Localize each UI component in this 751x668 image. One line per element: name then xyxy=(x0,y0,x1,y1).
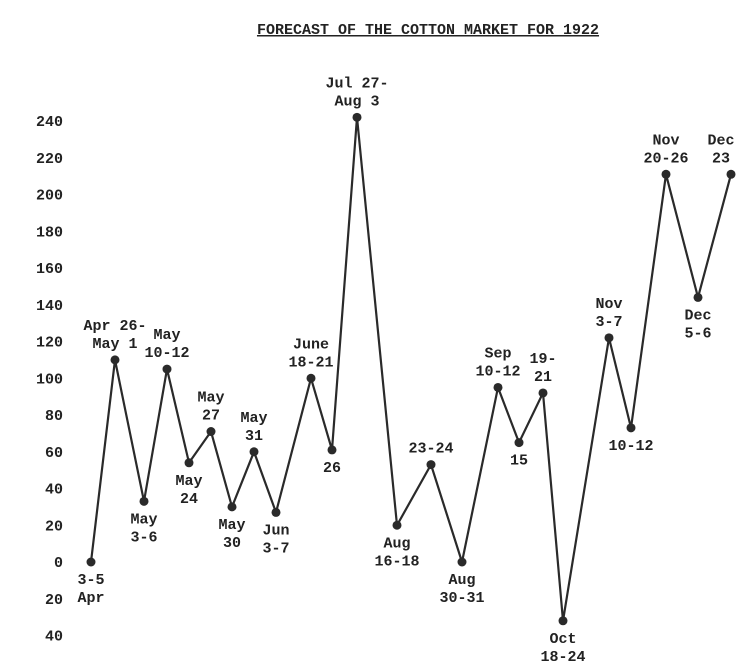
point xyxy=(352,112,362,122)
point-label: May 24 xyxy=(175,473,202,508)
line xyxy=(89,117,733,621)
point-label: Apr 26-May 1 xyxy=(83,318,146,353)
point xyxy=(726,169,736,179)
point xyxy=(306,373,316,383)
point-label: Nov 3-7 xyxy=(595,296,622,331)
point xyxy=(327,445,337,455)
point xyxy=(139,496,149,506)
point-label: May 27 xyxy=(197,390,224,425)
point xyxy=(86,557,96,567)
y-tick-label: 160 xyxy=(36,261,63,278)
y-tick-label: 180 xyxy=(36,224,63,241)
point-label: Jul 27-Aug 3 xyxy=(325,75,388,110)
point-label: Oct 18-24 xyxy=(540,631,585,666)
y-tick-label: 20 xyxy=(45,518,63,535)
point-label: Sep 10-12 xyxy=(475,345,520,380)
point xyxy=(271,507,281,517)
y-tick-label: 240 xyxy=(36,114,63,131)
point-label: 3-5 Apr xyxy=(77,572,104,607)
point xyxy=(538,388,548,398)
point xyxy=(249,447,259,457)
point-label: May 31 xyxy=(240,410,267,445)
y-tick-label: 100 xyxy=(36,371,63,388)
y-tick-label: 0 xyxy=(54,555,63,572)
point xyxy=(514,438,524,448)
point-label: 15 xyxy=(510,453,528,470)
y-tick-label: 200 xyxy=(36,188,63,205)
y-tick-label: 20 xyxy=(45,592,63,609)
point xyxy=(604,333,614,343)
point-label: 19-21 xyxy=(529,351,556,386)
point xyxy=(558,616,568,626)
point xyxy=(162,364,172,374)
point-label: May 30 xyxy=(218,517,245,552)
y-tick-label: 40 xyxy=(45,482,63,499)
point xyxy=(227,502,237,512)
point-label: Nov 20-26 xyxy=(643,132,688,167)
y-tick-label: 40 xyxy=(45,629,63,646)
point-label: June 18-21 xyxy=(288,336,333,371)
y-tick-label: 220 xyxy=(36,151,63,168)
y-tick-label: 80 xyxy=(45,408,63,425)
point-label: Aug 16-18 xyxy=(374,535,419,570)
point-label: Aug 30-31 xyxy=(439,572,484,607)
y-tick-label: 120 xyxy=(36,335,63,352)
point xyxy=(206,427,216,437)
point-label: Dec 5-6 xyxy=(684,307,711,342)
point-label: May 10-12 xyxy=(144,327,189,362)
point-label: 10-12 xyxy=(608,438,653,455)
point xyxy=(110,355,120,365)
point xyxy=(184,458,194,468)
point xyxy=(457,557,467,567)
point xyxy=(493,382,503,392)
point-label: May 3-6 xyxy=(130,511,157,546)
point xyxy=(426,460,436,470)
point-label: 23-24 xyxy=(408,441,453,458)
point xyxy=(693,292,703,302)
point-label: 26 xyxy=(323,460,341,477)
y-tick-label: 140 xyxy=(36,298,63,315)
point xyxy=(661,169,671,179)
y-tick-label: 60 xyxy=(45,445,63,462)
point xyxy=(626,423,636,433)
point-label: Dec 23 xyxy=(707,132,734,167)
point-label: Jun 3-7 xyxy=(262,522,289,557)
point xyxy=(392,520,402,530)
chart-title: FORECAST OF THE COTTON MARKET FOR 1922 xyxy=(257,22,599,39)
